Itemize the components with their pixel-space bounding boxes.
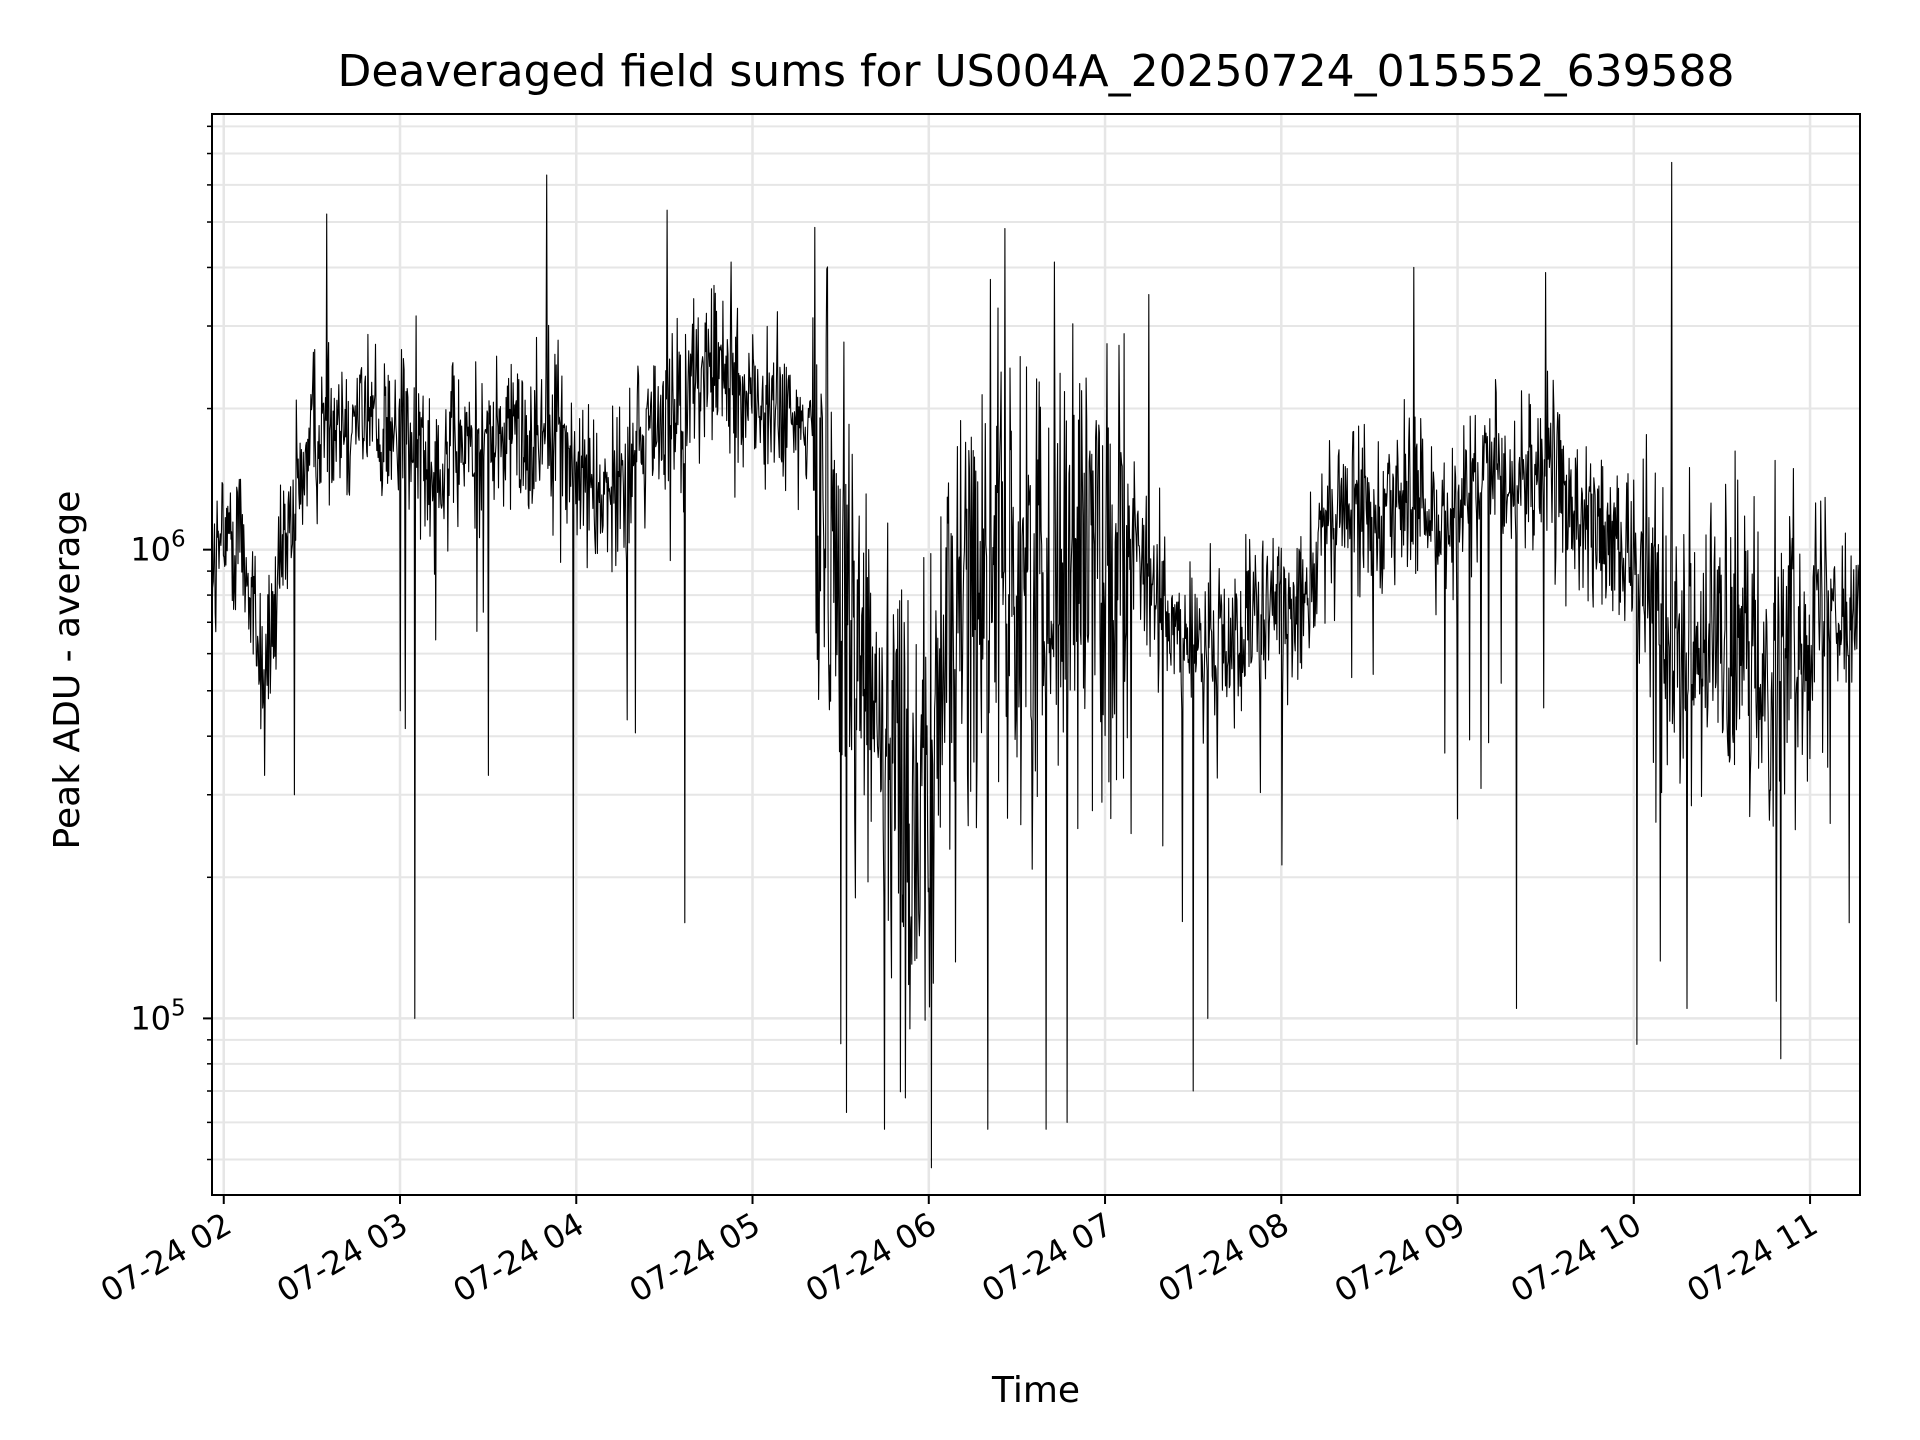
x-axis-label: Time bbox=[991, 1370, 1080, 1411]
y-axis-label: Peak ADU - average bbox=[47, 491, 88, 850]
series-line bbox=[211, 161, 1861, 1169]
series-layer bbox=[211, 161, 1861, 1169]
chart-title: Deaveraged field sums for US004A_2025072… bbox=[337, 46, 1734, 97]
plot-frame bbox=[211, 113, 1861, 1196]
y-tick-label: 105 bbox=[130, 995, 185, 1037]
y-tick-label: 106 bbox=[130, 527, 185, 569]
y-axis: 105 106 bbox=[130, 125, 212, 1161]
